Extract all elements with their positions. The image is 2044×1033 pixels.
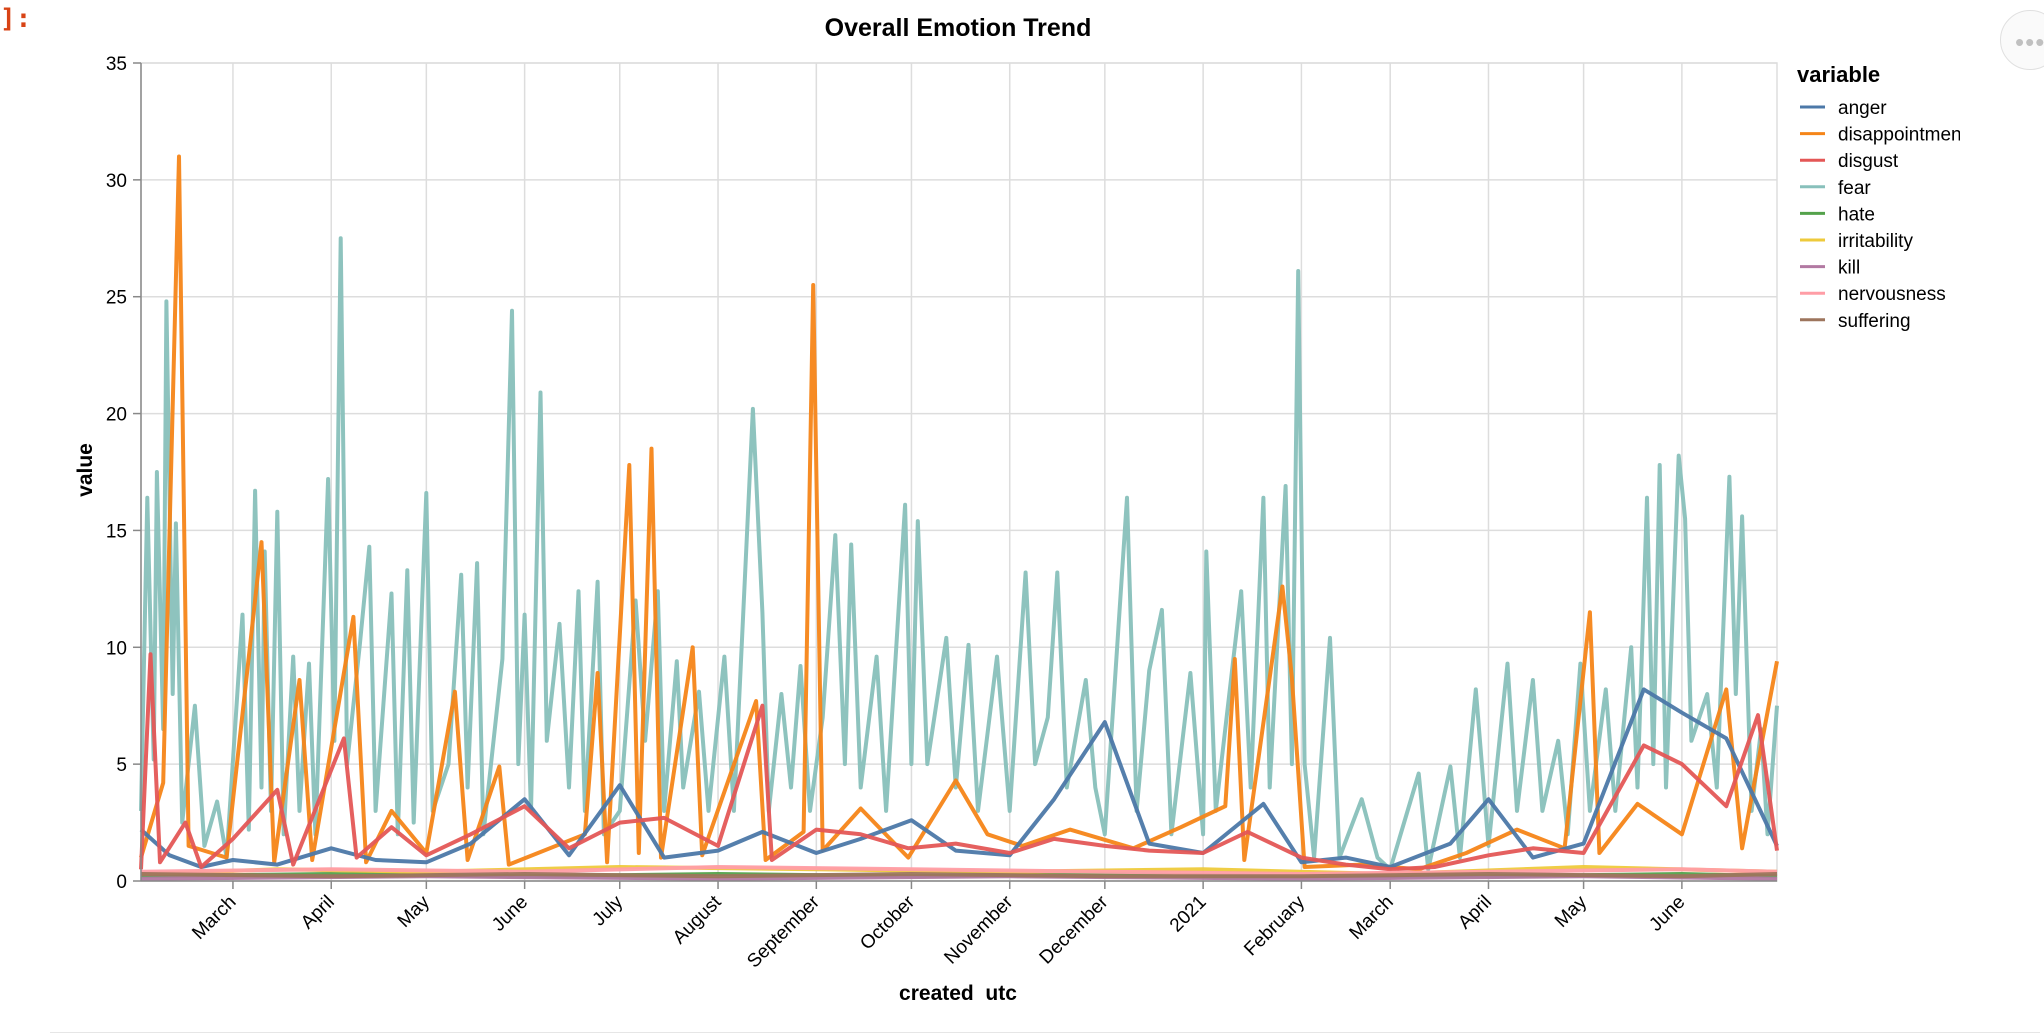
ellipsis-icon: ••• bbox=[2015, 27, 2044, 57]
x-tick-label: November bbox=[940, 891, 1017, 968]
x-tick-label: May bbox=[394, 891, 435, 932]
x-tick-label: October bbox=[856, 891, 919, 954]
legend-title: variable bbox=[1797, 62, 1880, 87]
x-tick-label: March bbox=[1346, 892, 1398, 944]
y-tick-label: 10 bbox=[106, 638, 127, 659]
series-line-disappointment bbox=[139, 154, 1779, 872]
series-line-anger bbox=[139, 687, 1779, 869]
series-line-nervousness bbox=[140, 865, 1778, 876]
emotion-trend-chart: 0 5 10 15 20 25 30 35 March April May June July Augus… bbox=[74, 14, 1960, 1000]
legend-label-kill: kill bbox=[1838, 258, 1860, 279]
y-tick-label: 35 bbox=[106, 54, 127, 75]
legend-label-hate: hate bbox=[1838, 204, 1875, 225]
legend-label-irritability: irritability bbox=[1838, 231, 1913, 252]
x-tick-label: July bbox=[589, 891, 628, 930]
y-tick-label: 0 bbox=[116, 872, 127, 893]
x-tick-label: April bbox=[297, 892, 339, 934]
legend-label-disgust: disgust bbox=[1838, 151, 1899, 172]
x-tick-label: December bbox=[1036, 891, 1113, 968]
y-tick-label: 20 bbox=[106, 405, 127, 426]
chart-title: Overall Emotion Trend bbox=[825, 14, 1092, 42]
series-line-fear bbox=[139, 236, 1779, 872]
x-tick-label: 2021 bbox=[1166, 892, 1211, 937]
x-tick-label: August bbox=[669, 891, 726, 948]
legend-label-nervousness: nervousness bbox=[1838, 284, 1946, 305]
x-tick-label: February bbox=[1240, 891, 1309, 960]
series-lines bbox=[139, 154, 1779, 881]
y-tick-label: 15 bbox=[106, 521, 127, 542]
legend-label-fear: fear bbox=[1838, 178, 1871, 199]
x-tick-label: September bbox=[743, 891, 824, 972]
y-tick-label: 30 bbox=[106, 171, 127, 192]
legend-label-anger: anger bbox=[1838, 98, 1887, 119]
x-axis-title: created_utc bbox=[899, 982, 1017, 1000]
legend-label-disappointment: disappointment bbox=[1838, 125, 1960, 146]
cell-prompt: ]: bbox=[0, 4, 32, 34]
x-tick-label: June bbox=[1645, 892, 1689, 936]
y-tick-label: 5 bbox=[116, 755, 127, 776]
more-options-button[interactable]: ••• bbox=[2000, 10, 2044, 70]
x-tick-label: May bbox=[1551, 891, 1592, 932]
legend: variable anger disappointment disgust fear h… bbox=[1797, 62, 1960, 332]
legend-label-suffering: suffering bbox=[1838, 311, 1911, 332]
series-line-suffering bbox=[140, 872, 1778, 879]
series-line-disgust bbox=[139, 652, 1779, 872]
y-tick-label: 25 bbox=[106, 288, 127, 309]
y-axis-title: value bbox=[74, 443, 97, 497]
x-tick-label: March bbox=[188, 892, 240, 944]
x-tick-label: June bbox=[488, 892, 532, 936]
x-tick-label: April bbox=[1454, 892, 1496, 934]
